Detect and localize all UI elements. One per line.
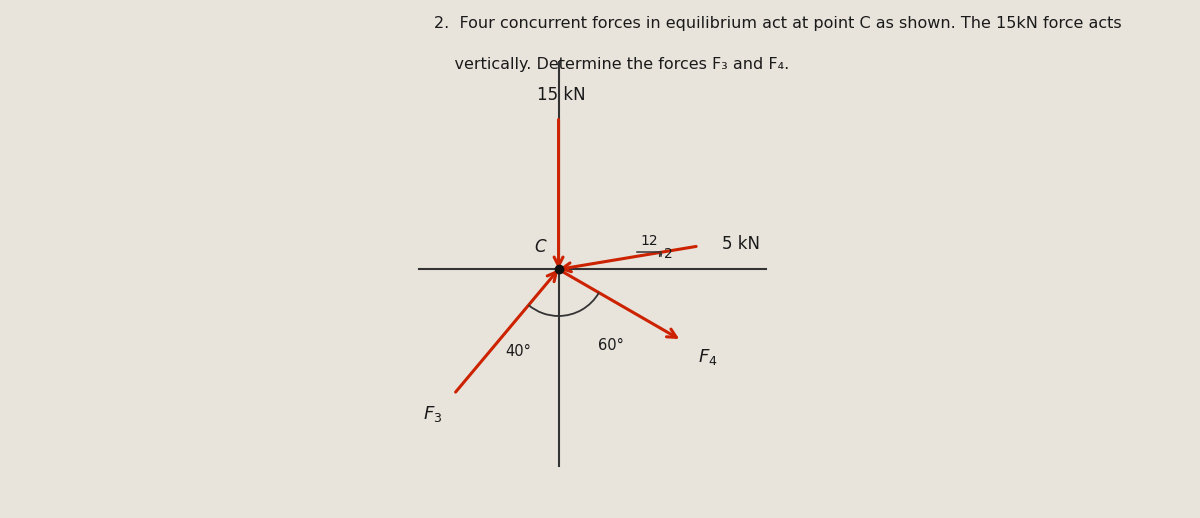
Text: 5 kN: 5 kN bbox=[722, 235, 760, 253]
Text: 40°: 40° bbox=[505, 344, 532, 359]
Text: $F_3$: $F_3$ bbox=[422, 404, 442, 424]
Text: 2: 2 bbox=[664, 247, 673, 261]
Text: vertically. Determine the forces F₃ and F₄.: vertically. Determine the forces F₃ and … bbox=[434, 57, 790, 72]
Text: $F_4$: $F_4$ bbox=[697, 347, 718, 367]
Text: 12: 12 bbox=[641, 234, 658, 248]
Text: 15 kN: 15 kN bbox=[536, 85, 586, 104]
Text: 2.  Four concurrent forces in equilibrium act at point C as shown. The 15kN forc: 2. Four concurrent forces in equilibrium… bbox=[434, 16, 1122, 31]
Text: C: C bbox=[534, 238, 546, 256]
Text: 60°: 60° bbox=[598, 338, 624, 353]
